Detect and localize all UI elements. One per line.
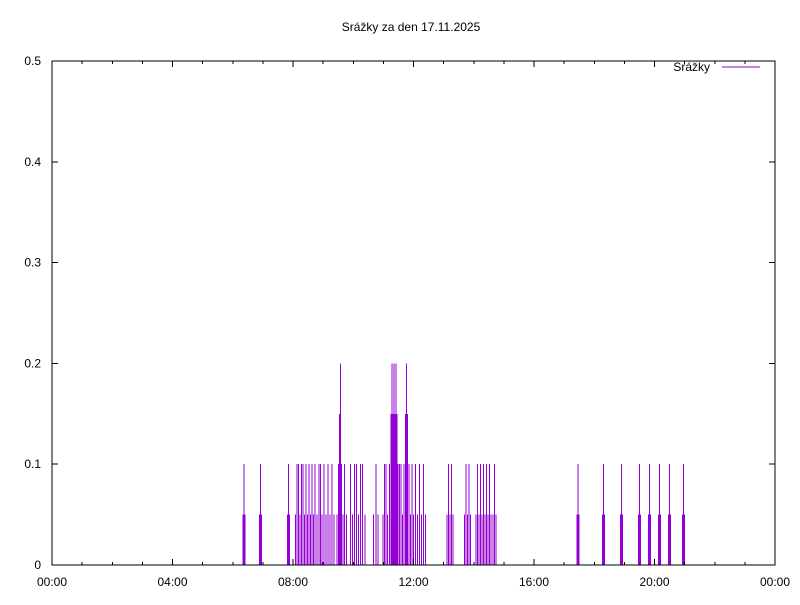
x-tick-label: 16:00	[519, 575, 549, 589]
y-tick-label: 0.3	[24, 256, 41, 270]
y-tick-label: 0	[34, 558, 41, 572]
x-tick-label: 04:00	[157, 575, 187, 589]
plot-area	[52, 363, 775, 566]
y-tick-label: 0.5	[24, 54, 41, 68]
legend-label: Srážky	[673, 60, 710, 74]
axes: 0 0.1 0.2 0.3 0.4 0.5 00:00 04:00 08:00 12:00 16:0…	[24, 54, 790, 589]
plot-frame	[51, 60, 776, 566]
legend: Srážky	[673, 60, 760, 74]
series-line-0	[52, 363, 775, 566]
y-tick-label: 0.1	[24, 457, 41, 471]
x-tick-label: 20:00	[639, 575, 669, 589]
x-tick-label: 00:00	[37, 575, 67, 589]
x-tick-label: 00:00	[760, 575, 790, 589]
x-tick-label: 12:00	[398, 575, 428, 589]
x-tick-label: 08:00	[278, 575, 308, 589]
chart-title: Srážky za den 17.11.2025	[342, 20, 481, 34]
y-tick-label: 0.4	[24, 155, 41, 169]
y-tick-label: 0.2	[24, 356, 41, 370]
